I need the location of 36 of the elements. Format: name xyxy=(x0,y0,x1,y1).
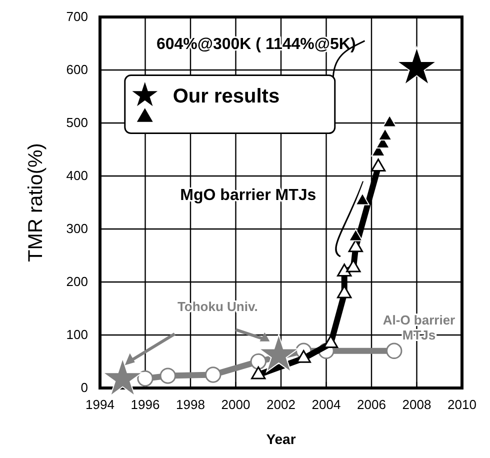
point xyxy=(251,366,266,380)
x-tick-label: 1994 xyxy=(86,397,114,412)
x-tick-label: 2002 xyxy=(266,397,296,412)
point xyxy=(296,350,311,363)
point xyxy=(382,114,397,128)
point xyxy=(250,353,266,370)
x-tick-label: 1996 xyxy=(130,397,160,412)
x-tick-label: 1998 xyxy=(176,397,205,412)
point xyxy=(396,46,437,86)
y-tick-label: 300 xyxy=(66,221,88,236)
point xyxy=(205,366,222,383)
x-tick-label: 2004 xyxy=(312,397,341,412)
point xyxy=(378,128,392,141)
y-tick-label: 500 xyxy=(66,115,88,130)
point xyxy=(337,264,352,276)
x-axis-title: Year xyxy=(266,431,296,447)
y-tick-label: 700 xyxy=(66,9,88,24)
x-tick-label: 2008 xyxy=(402,397,432,412)
x-tick-label: 2000 xyxy=(221,397,250,412)
legend-label: Our results xyxy=(172,85,280,108)
point xyxy=(355,192,370,206)
y-tick-label: 400 xyxy=(66,168,88,184)
y-tick-label: 100 xyxy=(66,327,88,342)
point xyxy=(137,370,154,387)
x-tick-label: 2006 xyxy=(357,397,386,412)
point xyxy=(386,342,402,359)
x-tick-label: 2010 xyxy=(448,397,476,412)
y-tick-label: 600 xyxy=(66,62,88,78)
point xyxy=(160,368,176,384)
y-tick-label: 0 xyxy=(80,380,88,396)
point xyxy=(348,239,363,252)
point xyxy=(258,334,299,372)
y-tick-label: 200 xyxy=(66,274,88,290)
y-axis-title: TMR ratio(%) xyxy=(25,143,47,262)
point xyxy=(370,158,386,172)
point xyxy=(348,228,363,242)
